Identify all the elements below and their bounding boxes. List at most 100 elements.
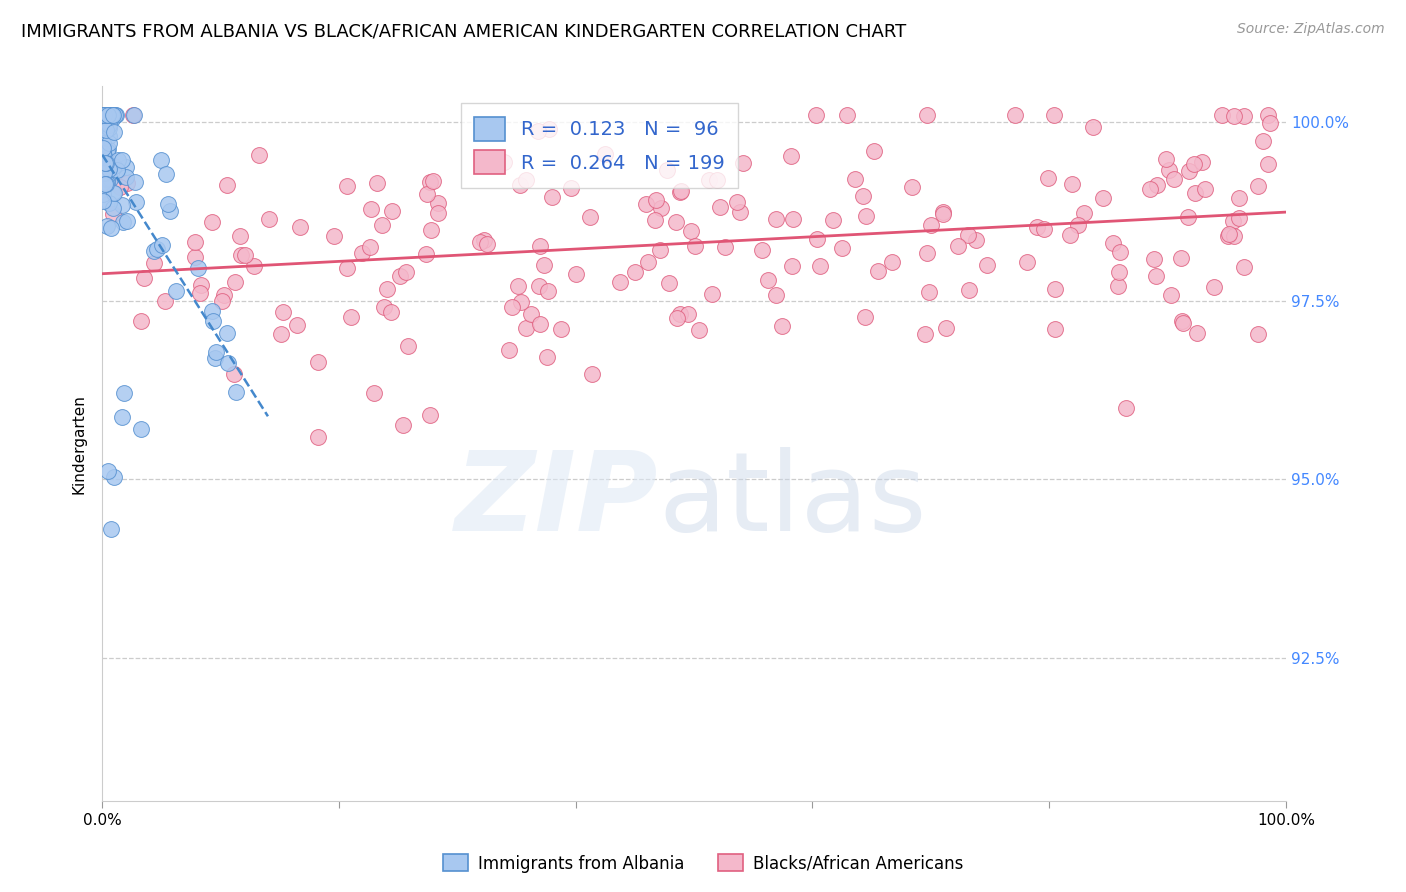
- Point: [644, 213, 666, 227]
- Point: [706, 173, 728, 187]
- Point: [1191, 155, 1213, 169]
- Point: [94, 156, 117, 170]
- Point: [247, 148, 270, 162]
- Point: [475, 237, 498, 252]
- Point: [94, 116, 117, 130]
- Point: [228, 228, 250, 243]
- Point: [103, 108, 125, 122]
- Point: [782, 212, 804, 227]
- Point: [380, 305, 402, 319]
- Point: [371, 219, 394, 233]
- Point: [751, 244, 773, 258]
- Point: [96, 108, 118, 122]
- Point: [510, 294, 533, 309]
- Point: [579, 210, 602, 224]
- Point: [688, 323, 710, 337]
- Point: [1171, 316, 1194, 330]
- Point: [529, 239, 551, 253]
- Point: [915, 108, 938, 122]
- Point: [957, 227, 980, 242]
- Legend: R =  0.123   N =  96, R =  0.264   N = 199: R = 0.123 N = 96, R = 0.264 N = 199: [461, 103, 738, 187]
- Point: [1109, 244, 1132, 259]
- Point: [93, 187, 115, 202]
- Point: [201, 215, 224, 229]
- Point: [1194, 182, 1216, 196]
- Point: [1170, 313, 1192, 327]
- Point: [501, 300, 523, 314]
- Point: [97, 108, 120, 122]
- Point: [1160, 288, 1182, 302]
- Point: [714, 240, 737, 254]
- Point: [624, 265, 647, 279]
- Point: [96, 176, 118, 190]
- Point: [1247, 178, 1270, 193]
- Point: [111, 410, 134, 425]
- Point: [150, 153, 173, 167]
- Point: [560, 181, 582, 195]
- Point: [307, 355, 329, 369]
- Point: [683, 238, 706, 252]
- Point: [468, 235, 491, 249]
- Point: [538, 121, 561, 136]
- Point: [94, 108, 117, 122]
- Point: [285, 318, 308, 332]
- Point: [270, 326, 292, 341]
- Legend: Immigrants from Albania, Blacks/African Americans: Immigrants from Albania, Blacks/African …: [436, 847, 970, 880]
- Point: [422, 174, 444, 188]
- Point: [901, 180, 924, 194]
- Point: [100, 220, 122, 235]
- Point: [565, 267, 588, 281]
- Point: [188, 285, 211, 300]
- Point: [804, 108, 827, 122]
- Point: [93, 108, 115, 122]
- Point: [637, 254, 659, 268]
- Point: [98, 172, 121, 186]
- Point: [1227, 211, 1250, 225]
- Point: [97, 118, 120, 132]
- Point: [91, 141, 114, 155]
- Point: [100, 108, 122, 122]
- Point: [105, 163, 128, 178]
- Point: [101, 108, 124, 122]
- Point: [94, 123, 117, 137]
- Point: [103, 125, 125, 139]
- Point: [97, 121, 120, 136]
- Point: [224, 367, 246, 381]
- Point: [94, 177, 117, 191]
- Point: [806, 232, 828, 246]
- Point: [541, 190, 564, 204]
- Point: [97, 157, 120, 171]
- Point: [758, 273, 780, 287]
- Point: [107, 153, 129, 168]
- Point: [1185, 326, 1208, 340]
- Point: [1017, 255, 1039, 269]
- Point: [115, 214, 138, 228]
- Point: [697, 173, 720, 187]
- Point: [103, 159, 125, 173]
- Point: [156, 197, 179, 211]
- Point: [336, 179, 359, 194]
- Point: [658, 277, 681, 291]
- Text: Source: ZipAtlas.com: Source: ZipAtlas.com: [1237, 22, 1385, 37]
- Point: [821, 212, 844, 227]
- Point: [419, 175, 441, 189]
- Point: [215, 326, 238, 341]
- Point: [97, 109, 120, 123]
- Point: [918, 285, 941, 300]
- Point: [420, 223, 443, 237]
- Point: [780, 149, 803, 163]
- Point: [96, 219, 118, 234]
- Point: [1177, 211, 1199, 225]
- Point: [1211, 108, 1233, 122]
- Point: [1043, 282, 1066, 296]
- Point: [527, 279, 550, 293]
- Text: atlas: atlas: [658, 448, 927, 555]
- Point: [648, 244, 671, 258]
- Point: [1247, 327, 1270, 342]
- Point: [426, 196, 449, 211]
- Point: [131, 422, 153, 436]
- Point: [96, 108, 118, 122]
- Point: [645, 194, 668, 208]
- Point: [211, 294, 233, 309]
- Point: [97, 196, 120, 211]
